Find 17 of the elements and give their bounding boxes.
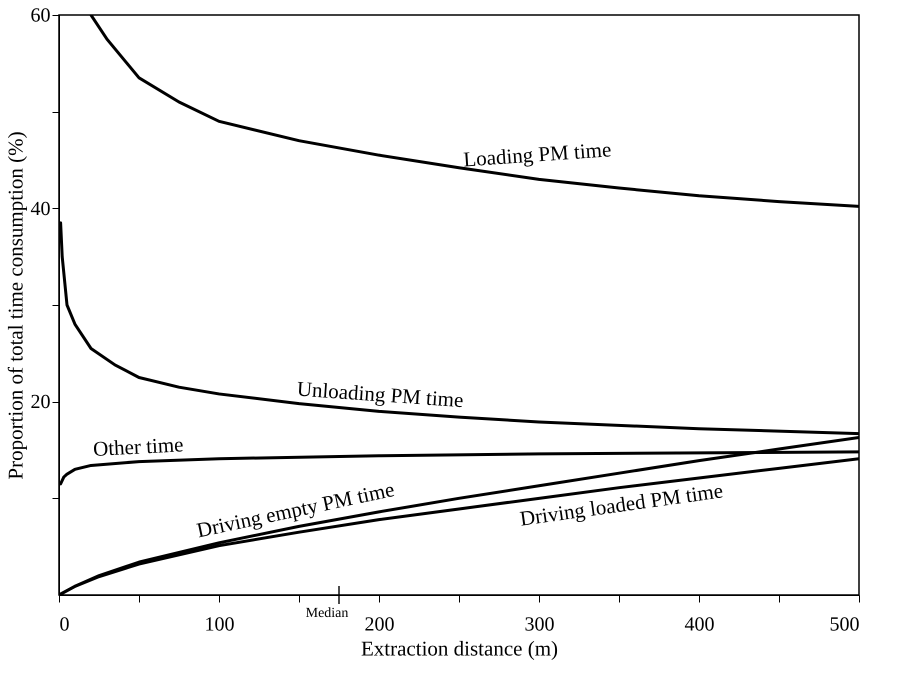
y-tick-label: 60 bbox=[30, 4, 50, 26]
x-tick-label: 100 bbox=[204, 614, 234, 636]
ref-line-label: Median bbox=[306, 606, 348, 621]
x-tick-label: 400 bbox=[684, 614, 714, 636]
x-tick-label: 0 bbox=[60, 614, 70, 636]
x-tick-label: 300 bbox=[524, 614, 554, 636]
x-axis-title: Extraction distance (m) bbox=[360, 636, 558, 660]
y-axis-title: Proportion of total time consumption (%) bbox=[4, 131, 28, 480]
series-label: Loading PM time bbox=[462, 137, 612, 172]
x-tick-label: 200 bbox=[364, 614, 394, 636]
y-tick-label: 20 bbox=[30, 391, 50, 414]
text: Driving loaded PM time bbox=[518, 478, 724, 531]
series-label: Other time bbox=[92, 432, 184, 461]
text: Driving empty PM time bbox=[194, 477, 396, 542]
y-tick-label: 40 bbox=[30, 198, 50, 220]
series-label: Unloading PM time bbox=[296, 376, 464, 412]
x-tick-label: 500 bbox=[830, 614, 860, 636]
